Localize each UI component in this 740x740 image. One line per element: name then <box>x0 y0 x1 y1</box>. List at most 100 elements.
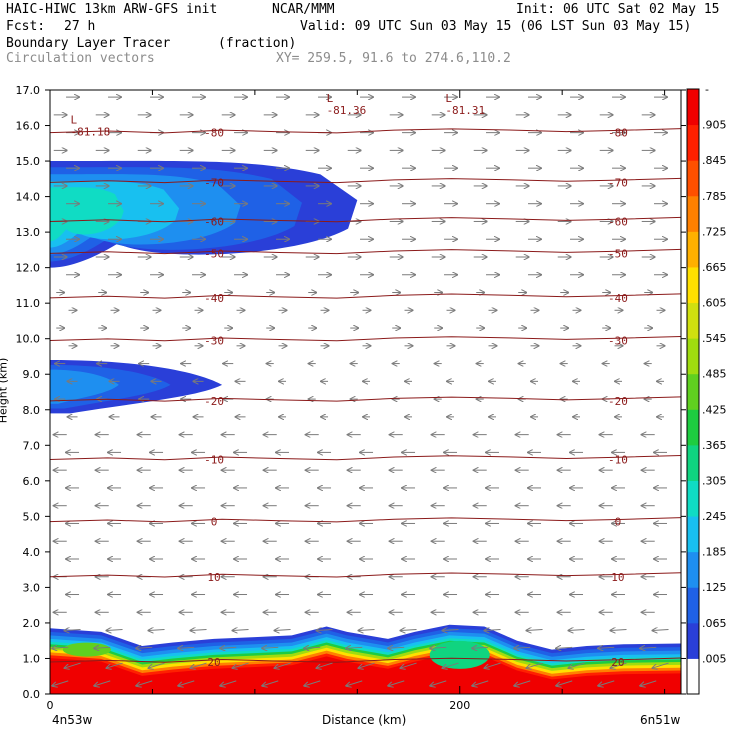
circulation-vector <box>401 662 417 668</box>
circulation-vector <box>598 647 615 648</box>
circulation-vector <box>191 662 207 668</box>
circulation-vector <box>262 680 279 686</box>
y-tick-label: 1.0 <box>23 652 41 665</box>
y-tick-label: 17.0 <box>16 84 41 97</box>
y-tick-label: 14.0 <box>16 191 41 204</box>
x-axis-label: Distance (km) <box>322 713 407 727</box>
circulation-vector <box>527 630 543 631</box>
temperature-contour <box>50 396 681 402</box>
temperature-contour <box>50 177 681 184</box>
tracer-band-upper-plume-4 <box>50 187 124 242</box>
colorbar-label: .305 <box>702 474 727 487</box>
contour-label: 0 <box>211 516 218 529</box>
vector-label: Circulation vectors <box>6 51 155 66</box>
colorbar-label: .245 <box>702 510 727 523</box>
circulation-vector <box>430 647 447 648</box>
colorbar-swatch <box>687 516 699 553</box>
contour-label: -30 <box>608 334 628 347</box>
y-tick-label: 11.0 <box>16 297 41 310</box>
circulation-vector <box>611 630 627 631</box>
contour-label: -70 <box>608 176 628 189</box>
colorbar-swatch <box>687 338 699 375</box>
plot-area: 20 20 10 10 0 0 -10 -10 -20 -20 -30 -30 -40 -40 -50 -50… <box>50 92 681 694</box>
colorbar-swatch <box>687 658 699 695</box>
temperature-contour <box>50 293 681 299</box>
colorbar-frame <box>686 88 700 695</box>
colorbar-swatch <box>687 622 699 659</box>
axes: 0.0 1.0 2.0 3.0 4.0 5.0 6.0 7.0 8.0 9.0 10.0 11.0 12… <box>16 84 686 712</box>
temperature-contour <box>50 216 681 223</box>
contour-label: -50 <box>204 247 224 260</box>
colorbar-label: .185 <box>702 546 727 559</box>
minimum-marker: L <box>70 114 77 127</box>
tracer-band-mid-plume-2 <box>50 369 119 404</box>
colorbar-swatch <box>687 551 699 588</box>
y-tick-label: 2.0 <box>23 617 41 630</box>
plot-frame <box>49 89 682 695</box>
colorbar-swatch <box>687 444 699 481</box>
temperature-contour <box>50 248 681 255</box>
temperature-contour <box>50 517 681 523</box>
circulation-vector <box>514 647 531 648</box>
y-tick-label: 12.0 <box>16 262 41 275</box>
colorbar-swatch <box>687 409 699 446</box>
temperature-contour <box>50 128 681 134</box>
circulation-vector <box>275 630 291 631</box>
colorbar-swatch <box>687 373 699 410</box>
circulation-vector <box>611 662 627 668</box>
circulation-vector <box>640 680 657 686</box>
y-tick-label: 10.0 <box>16 333 41 346</box>
contour-label: -50 <box>608 247 628 260</box>
circulation-vector <box>220 647 237 648</box>
field-name: Boundary Layer Tracer <box>6 36 171 51</box>
temperature-contour <box>50 454 681 461</box>
circulation-vector <box>346 647 363 648</box>
colorbar-swatch <box>687 587 699 624</box>
contour-label: -80 <box>608 127 628 140</box>
circulation-vector <box>653 630 669 631</box>
contour-label: 0 <box>615 516 622 529</box>
x-right-location: 6n51w <box>640 713 681 727</box>
xy-label: XY= 259.5, 91.6 to 274.6,110.2 <box>276 51 511 66</box>
circulation-vector <box>556 680 573 686</box>
colorbar-label: .485 <box>702 368 727 381</box>
colorbar-top-label: - <box>705 83 709 96</box>
circulation-vector <box>472 647 489 648</box>
circulation-vector <box>430 680 447 686</box>
colorbar-label: .425 <box>702 403 727 416</box>
circulation-vector <box>388 647 405 648</box>
minimum-marker: L <box>445 92 452 105</box>
valid-time: Valid: 09 UTC Sun 03 May 15 (06 LST Sun … <box>300 19 692 34</box>
circulation-vector <box>149 630 165 631</box>
circulation-vector <box>569 630 585 631</box>
colorbar-label: .905 <box>702 119 727 132</box>
colorbar-label: .845 <box>702 154 727 167</box>
contour-label: 10 <box>611 571 624 584</box>
org-label: NCAR/MMM <box>272 2 335 17</box>
colorbar-swatch <box>687 124 699 161</box>
circulation-vector <box>359 630 375 631</box>
circulation-vector <box>472 680 489 686</box>
y-tick-label: 3.0 <box>23 581 41 594</box>
circulation-vector <box>220 680 237 686</box>
colorbar-label: .065 <box>702 617 727 630</box>
circulation-vector <box>262 647 279 648</box>
circulation-vector <box>65 662 81 668</box>
circulation-vector <box>317 630 333 631</box>
colorbar-label: .665 <box>702 261 727 274</box>
contour-label: -80 <box>204 127 224 140</box>
circulation-vector <box>107 630 123 631</box>
circulation-vector <box>443 630 459 631</box>
circulation-vector <box>275 662 291 668</box>
circulation-vector <box>107 662 123 668</box>
minimum-value: -81.31 <box>445 104 485 117</box>
circulation-vector <box>52 680 69 686</box>
tracer-core-mid <box>429 640 490 669</box>
circulation-vector <box>136 647 153 648</box>
field-units: (fraction) <box>218 36 297 51</box>
circulation-vector <box>556 647 573 648</box>
colorbar-swatch <box>687 302 699 339</box>
init-time: Init: 06 UTC Sat 02 May 15 <box>516 2 720 17</box>
contour-label: 20 <box>611 656 624 669</box>
colorbar-swatch <box>687 160 699 197</box>
